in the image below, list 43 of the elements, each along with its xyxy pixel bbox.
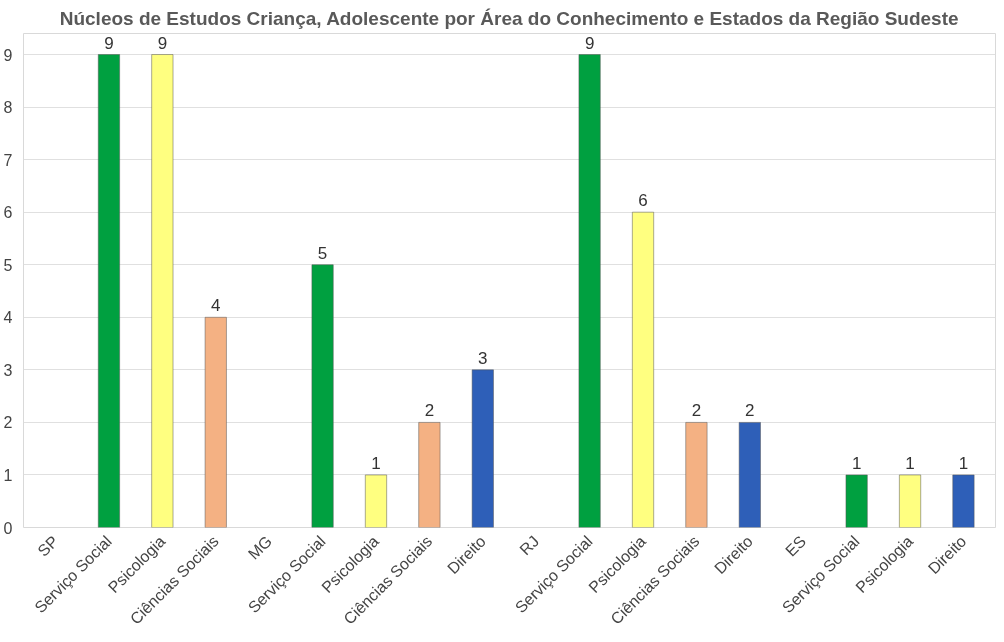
bar — [899, 474, 921, 528]
bar — [98, 54, 120, 528]
x-tick-label: MG — [244, 532, 276, 563]
bar — [845, 474, 868, 528]
chart-title: Núcleos de Estudos Criança, Adolescente por Área do Conhecimento e Estados da Região Sudeste — [59, 7, 959, 29]
y-tick-label: 1 — [3, 466, 13, 484]
data-label: 9 — [584, 33, 595, 53]
bar — [365, 474, 387, 528]
bar — [418, 422, 441, 528]
y-tick-label: 8 — [3, 99, 13, 117]
data-label: 2 — [691, 401, 702, 421]
data-label: 6 — [638, 191, 648, 211]
bar — [204, 317, 227, 528]
data-label: 4 — [211, 296, 221, 316]
data-label: 5 — [317, 243, 328, 263]
x-tick-label: ES — [782, 532, 810, 560]
data-label: 1 — [958, 453, 969, 473]
y-tick-label: 2 — [3, 414, 13, 432]
y-tick-label: 7 — [3, 151, 13, 169]
y-tick-label: 9 — [3, 46, 13, 64]
y-tick-label: 4 — [3, 309, 13, 327]
data-label: 2 — [424, 401, 435, 421]
data-label: 9 — [104, 33, 114, 53]
bar — [311, 264, 334, 528]
bar — [685, 422, 708, 528]
x-tick-label: RJ — [516, 532, 543, 559]
bar — [151, 54, 174, 528]
bar — [578, 54, 601, 528]
data-label: 3 — [478, 348, 488, 368]
x-tick-label: SP — [34, 532, 62, 560]
bar — [632, 211, 654, 528]
bar — [471, 369, 494, 528]
y-tick-label: 0 — [3, 519, 13, 537]
y-tick-label: 6 — [3, 204, 13, 222]
bar — [952, 474, 975, 528]
y-tick-label: 5 — [3, 256, 13, 274]
data-label: 1 — [851, 453, 862, 473]
data-label: 1 — [371, 453, 381, 473]
bar — [738, 422, 761, 528]
y-tick-label: 3 — [3, 361, 13, 379]
data-label: 1 — [905, 453, 915, 473]
data-label: 2 — [745, 401, 755, 421]
data-label: 9 — [157, 33, 168, 53]
